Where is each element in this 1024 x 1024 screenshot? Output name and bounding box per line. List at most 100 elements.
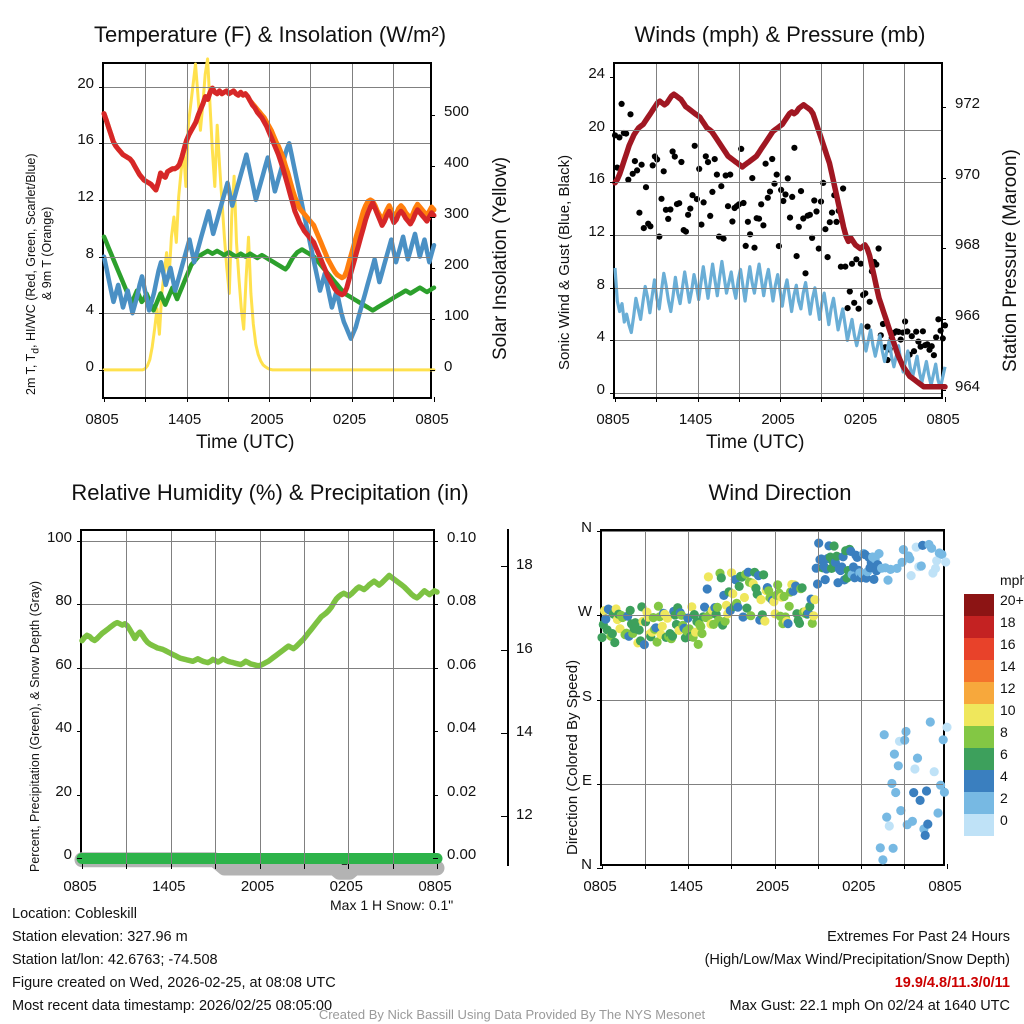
colorbar-swatch — [964, 660, 994, 682]
gridline-h — [615, 182, 941, 183]
axis-tick — [430, 370, 435, 371]
wind-direction-point — [760, 616, 770, 626]
axis-tick — [610, 235, 615, 236]
axis-tick-label: 0.06 — [447, 655, 477, 673]
gust-point — [658, 195, 665, 202]
gust-point — [842, 263, 849, 270]
wind-direction-point — [930, 563, 941, 574]
colorbar-swatch — [964, 726, 994, 748]
wind-direction-point — [805, 601, 815, 612]
gust-point — [729, 218, 736, 225]
axis-tick-label: 1405 — [152, 878, 186, 895]
wind-direction-point — [927, 543, 937, 553]
gust-point — [616, 134, 623, 141]
axis-tick-label: E — [581, 771, 592, 789]
gust-point — [778, 186, 785, 193]
humidity-plot — [74, 529, 445, 880]
wind-direction-point — [812, 579, 823, 589]
wind-direction-title: Wind Direction — [708, 480, 852, 505]
wind-direction-point — [920, 830, 930, 840]
wind-direction-point — [652, 637, 662, 647]
gust-point — [647, 223, 654, 230]
gridline-v — [645, 531, 646, 864]
axis-tick-label: 0205 — [842, 878, 876, 895]
axis-tick-label: 80 — [55, 592, 72, 610]
wind-direction-point — [667, 631, 678, 641]
axis-tick-label: 20 — [588, 117, 605, 135]
wind-direction-point — [607, 629, 617, 639]
gust-point — [720, 235, 727, 242]
wind-direction-point — [759, 570, 769, 580]
axis-tick-label: 0 — [444, 357, 453, 375]
gust-point — [809, 234, 816, 241]
axis-tick-label: 2005 — [755, 878, 790, 895]
wind-direction-point — [892, 563, 902, 573]
gridline-v — [304, 531, 305, 864]
gust-point — [844, 305, 851, 312]
axis-tick — [941, 178, 946, 179]
axis-tick — [393, 864, 394, 869]
gust-point — [660, 168, 667, 175]
gust-point — [618, 100, 625, 107]
winds-title: Winds (mph) & Pressure (mb) — [634, 22, 926, 47]
axis-tick-label: 8 — [596, 275, 605, 293]
wind-direction-point — [807, 618, 817, 628]
axis-tick-label: 966 — [955, 307, 981, 325]
axis-tick — [698, 397, 699, 402]
axis-tick — [597, 784, 602, 785]
wind-direction-plot — [597, 529, 952, 869]
axis-tick-label: 14 — [516, 722, 533, 740]
wind-direction-point — [794, 618, 805, 628]
colorbar-swatch — [964, 682, 994, 704]
extremes-values: 19.9/4.8/11.3/0/11 — [894, 975, 1010, 991]
gust-point — [676, 200, 683, 207]
footer-elevation: Station elevation: 327.96 m — [12, 929, 188, 945]
gust-point — [908, 333, 915, 340]
winds-series — [611, 91, 949, 390]
gust-point — [811, 197, 818, 204]
colorbar-swatch — [964, 792, 994, 814]
axis-tick — [941, 319, 946, 320]
gust-point — [773, 171, 780, 178]
axis-tick-label: 0805 — [63, 878, 97, 895]
gust-point — [749, 175, 756, 182]
gust-point — [625, 176, 632, 183]
wind-direction-point — [915, 795, 925, 805]
gust-point — [631, 158, 638, 165]
axis-tick — [393, 397, 394, 402]
wind-direction-point — [921, 786, 932, 796]
gridline-h — [615, 288, 941, 289]
extremes-subtitle: (High/Low/Max Wind/Precipitation/Snow De… — [704, 952, 1010, 968]
gust-point — [727, 171, 734, 178]
wind-direction-point — [874, 549, 884, 559]
axis-tick — [99, 370, 104, 371]
wind-direction-point — [634, 625, 644, 635]
gust-point — [758, 201, 765, 208]
axis-tick — [645, 864, 646, 869]
wind-direction-point — [869, 574, 879, 584]
gridline-v — [126, 531, 127, 864]
wind-direction-point — [891, 787, 901, 798]
winds-ylabel: Sonic Wind & Gust (Blue, Black) — [556, 154, 573, 370]
axis-tick-label: 1405 — [669, 878, 703, 895]
axis-tick — [739, 397, 740, 402]
colorbar-label: 20+ — [1000, 592, 1024, 608]
gust-point — [662, 206, 669, 213]
axis-tick-label: 1405 — [167, 411, 202, 428]
gust-point — [678, 158, 685, 166]
gust-point — [935, 316, 942, 323]
wind-direction-point — [610, 637, 620, 648]
gridline-v — [775, 531, 776, 864]
axis-tick-label: 0.08 — [447, 592, 477, 610]
wind-direction-point — [783, 619, 793, 629]
gust-point — [802, 270, 809, 277]
wind-direction-point — [797, 583, 807, 593]
wind-direction-point — [883, 575, 893, 585]
wind-direction-point — [703, 572, 713, 582]
axis-tick — [775, 864, 776, 869]
gust-point — [638, 161, 645, 168]
gridline-v — [260, 531, 261, 864]
gridline-h — [602, 531, 943, 532]
axis-tick — [99, 87, 104, 88]
axis-tick-label: 500 — [444, 102, 470, 120]
